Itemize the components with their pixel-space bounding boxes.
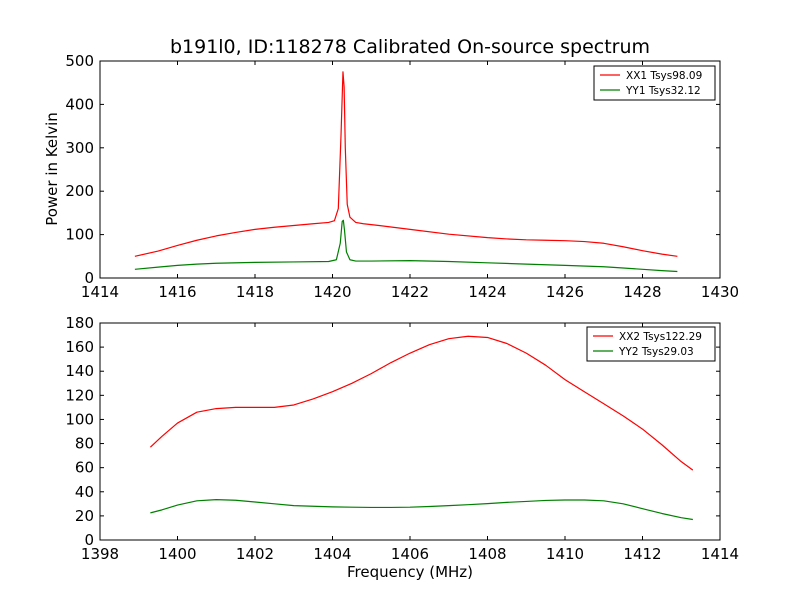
bottom-y-tick-label: 160 xyxy=(65,338,94,356)
top-y-tick-label: 200 xyxy=(65,182,94,200)
bottom-y-tick-label: 40 xyxy=(75,483,94,501)
bottom-y-tick-label: 100 xyxy=(65,410,94,428)
top-y-tick-label: 500 xyxy=(65,52,94,70)
bottom-y-tick-label: 180 xyxy=(65,314,94,332)
bottom-x-tick-label: 1412 xyxy=(623,545,661,563)
top-legend-box xyxy=(593,65,716,101)
top-x-tick-label: 1422 xyxy=(391,283,429,301)
top-x-tick-label: 1416 xyxy=(158,283,196,301)
top-panel: 1414 1416 1418 1420 1422 1424 1426 1428 1430 0 100… xyxy=(65,52,739,301)
top-legend-label-2: YY1 Tsys32.12 xyxy=(625,85,701,97)
bottom-x-tick-label: 1406 xyxy=(391,545,429,563)
top-x-tick-label: 1418 xyxy=(236,283,274,301)
bottom-y-tick-label: 60 xyxy=(75,459,94,477)
top-x-tick-label: 1424 xyxy=(468,283,506,301)
bottom-y-tick-label: 20 xyxy=(75,507,94,525)
top-y-tick-label: 400 xyxy=(65,95,94,113)
chart-title: b191l0, ID:118278 Calibrated On-source s… xyxy=(170,36,650,58)
bottom-x-tick-label: 1404 xyxy=(313,545,351,563)
top-x-tick-label: 1428 xyxy=(623,283,661,301)
bottom-legend: XX2 Tsys122.29 YY2 Tsys29.03 xyxy=(586,326,716,362)
bottom-axes-frame xyxy=(99,322,721,541)
top-legend-label-1: XX1 Tsys98.09 xyxy=(626,70,702,82)
bottom-y-tick-label: 140 xyxy=(65,362,94,380)
bottom-panel: 1398 1400 1402 1404 1406 1408 1410 1412 1414 0 20 4… xyxy=(65,314,739,563)
bottom-series-line-2 xyxy=(150,499,693,521)
bottom-x-tick-label: 1414 xyxy=(701,545,739,563)
bottom-y-tick-label: 0 xyxy=(84,531,94,549)
bottom-x-tick-label: 1402 xyxy=(236,545,274,563)
top-x-tick-label: 1414 xyxy=(81,283,119,301)
bottom-x-tick-label: 1400 xyxy=(158,545,196,563)
top-x-tick-label: 1426 xyxy=(546,283,584,301)
y-axis-label: Power in Kelvin xyxy=(43,112,61,226)
top-y-tick-label: 100 xyxy=(65,226,94,244)
bottom-x-tick-label: 1408 xyxy=(468,545,506,563)
bottom-y-tick-label: 120 xyxy=(65,386,94,404)
top-axes-frame xyxy=(99,60,721,279)
bottom-legend-box xyxy=(586,326,716,362)
bottom-y-tick-label: 80 xyxy=(75,435,94,453)
top-y-tick-label: 300 xyxy=(65,139,94,157)
bottom-legend-label-2: YY2 Tsys29.03 xyxy=(618,346,694,358)
bottom-legend-label-1: XX2 Tsys122.29 xyxy=(619,331,702,343)
top-x-tick-label: 1420 xyxy=(313,283,351,301)
top-legend: XX1 Tsys98.09 YY1 Tsys32.12 xyxy=(593,65,716,101)
x-axis-label: Frequency (MHz) xyxy=(347,563,473,581)
bottom-series-line-1 xyxy=(149,335,694,471)
top-series-line-2 xyxy=(134,219,678,273)
top-y-tick-label: 0 xyxy=(84,269,94,287)
bottom-x-tick-label: 1398 xyxy=(81,545,119,563)
top-x-tick-label: 1430 xyxy=(701,283,739,301)
bottom-x-tick-label: 1410 xyxy=(546,545,584,563)
top-series-line-1 xyxy=(134,71,678,257)
